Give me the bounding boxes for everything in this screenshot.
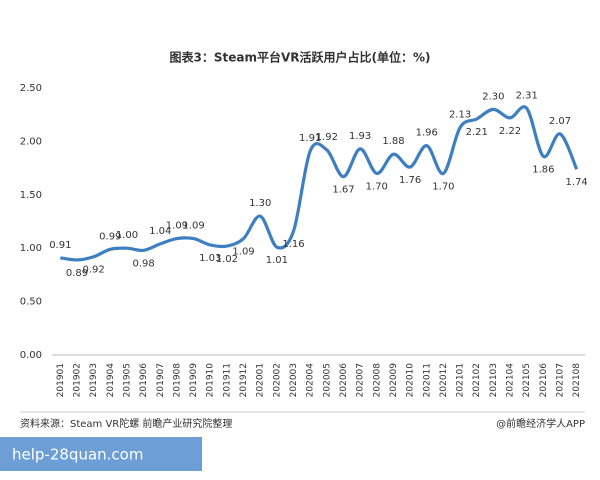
x-tick-label: 202102 [472,363,482,397]
x-tick-label: 201909 [189,363,199,398]
data-label: 1.00 [116,230,138,241]
x-tick-label: 202010 [406,363,416,398]
data-label: 1.67 [332,185,354,196]
data-label: 1.16 [282,239,304,250]
x-tick-label: 201912 [239,363,249,397]
data-label: 1.01 [266,255,288,266]
data-label: 0.91 [49,240,71,251]
x-tick-label: 202004 [306,363,316,398]
data-label: 1.02 [216,254,238,265]
chart-title: 图表3：Steam平台VR活跃用户占比(单位：%) [170,50,431,65]
x-tick-label: 202103 [489,363,499,397]
x-tick-label: 202008 [372,363,382,398]
x-tick-label: 201907 [156,363,166,397]
data-label: 1.04 [149,226,171,237]
x-tick-label: 202108 [572,363,582,398]
data-label: 0.89 [66,268,88,279]
y-tick-label: 0.50 [20,297,42,308]
x-tick-label: 201904 [106,363,116,398]
x-tick-label: 202106 [539,363,549,398]
x-tick-label: 202011 [422,363,432,397]
x-tick-label: 202003 [289,363,299,397]
data-label: 1.70 [366,181,388,192]
data-label: 1.76 [399,175,421,186]
data-label: 1.09 [232,247,254,258]
watermark: help-28quan.com [12,446,143,464]
x-tick-label: 202107 [556,363,566,397]
data-label: 1.93 [349,131,371,142]
x-tick-label: 202012 [439,363,449,397]
data-label: 1.86 [532,164,554,175]
x-tick-label: 202006 [339,363,349,398]
data-label: 0.98 [132,258,154,269]
data-label: 1.09 [182,221,204,232]
x-tick-label: 201910 [206,363,216,398]
credit: @前瞻经济学人APP [496,417,585,430]
source-note: 资料来源：Steam VR陀螺 前瞻产业研究院整理 [20,417,232,430]
data-label: 1.96 [416,128,438,139]
x-tick-label: 202005 [322,363,332,397]
data-label: 1.88 [382,136,404,147]
data-label: 1.30 [249,198,271,209]
x-tick-label: 202104 [506,363,516,398]
data-label: 2.31 [516,90,538,101]
x-tick-label: 202101 [456,363,466,397]
y-tick-label: 2.00 [20,136,42,147]
watermark-box [0,437,202,471]
data-label: 0.99 [99,231,121,242]
data-label: 1.92 [316,132,338,143]
data-label: 1.91 [299,133,321,144]
y-tick-label: 0.00 [20,350,42,361]
data-label: 2.07 [549,116,571,127]
x-tick-label: 201903 [89,363,99,397]
y-tick-label: 1.00 [20,243,42,254]
x-tick-label: 201906 [139,363,149,398]
data-label: 2.21 [466,127,488,138]
x-tick-label: 201911 [222,363,232,397]
x-tick-label: 201901 [56,363,66,397]
x-tick-label: 202001 [256,363,266,397]
data-label: 1.70 [432,181,454,192]
x-tick-label: 202007 [356,363,366,397]
x-tick-label: 202009 [389,363,399,398]
data-line [60,105,579,262]
x-tick-label: 201905 [122,363,132,397]
x-tick-label: 201908 [172,363,182,398]
data-label: 2.30 [482,91,504,102]
x-tick-label: 202002 [272,363,282,397]
y-tick-label: 2.50 [20,83,42,94]
data-label: 1.74 [566,177,588,188]
x-tick-label: 201902 [72,363,82,397]
data-label: 1.03 [199,253,221,264]
y-tick-label: 1.50 [20,190,42,201]
data-label: 2.22 [499,126,521,137]
data-label: 0.92 [83,265,105,276]
data-label: 1.09 [166,221,188,232]
x-tick-label: 202105 [522,363,532,397]
data-label: 2.13 [449,110,471,121]
